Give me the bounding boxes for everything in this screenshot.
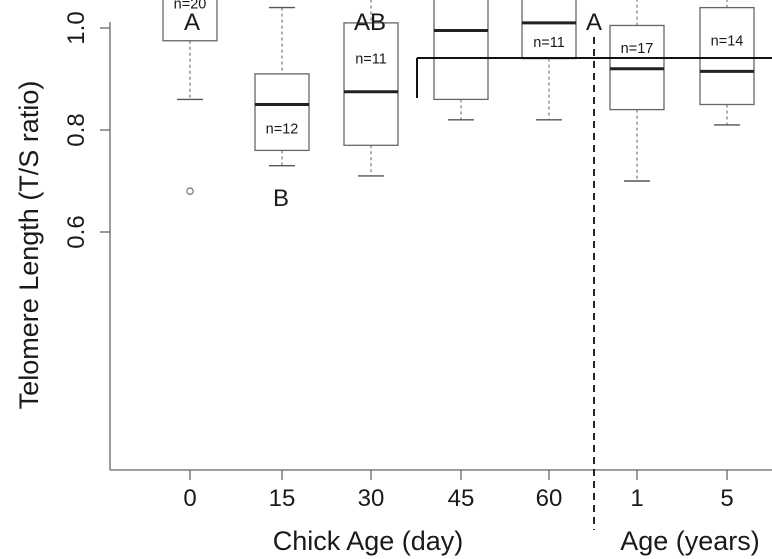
x-axis-title-adult: Age (years): [620, 526, 760, 556]
x-tick-label: 45: [448, 485, 475, 512]
n-label: n=11: [533, 35, 565, 51]
significance-letter: A: [184, 9, 200, 36]
n-label: n=14: [711, 33, 744, 49]
box-0: n=20: [162, 0, 218, 196]
n-label: n=17: [621, 41, 654, 57]
box-iqr: [699, 6, 755, 106]
x-tick-label: 15: [269, 485, 296, 512]
x-tick-label: 60: [536, 485, 563, 512]
box-45: n=11: [433, 0, 489, 121]
box-15: n=12: [254, 6, 310, 167]
n-label: n=20: [174, 0, 207, 13]
y-tick-label: 1.0: [63, 11, 90, 44]
x-tick-label: 0: [183, 485, 196, 512]
y-tick-label: 0.6: [63, 215, 90, 248]
n-label: n=11: [355, 51, 387, 67]
box-iqr: [343, 22, 399, 146]
outlier-point: [186, 187, 194, 196]
box-iqr: [521, 0, 577, 60]
n-label: n=12: [266, 121, 299, 137]
significance-letter: AB: [354, 9, 386, 36]
x-tick-label: 1: [630, 485, 643, 512]
x-ticks: 0 15 30 45 60 1 5: [183, 470, 734, 512]
box-iqr: [162, 0, 218, 42]
n-label: n=11: [445, 0, 477, 1]
box-60: n=11: [521, 0, 577, 121]
box-30: n=11: [343, 0, 399, 177]
y-axis-title: Telomere Length (T/S ratio): [14, 81, 44, 410]
significance-bracket: [416, 57, 772, 98]
y-tick-label: 0.8: [63, 113, 90, 146]
significance-letter: B: [273, 185, 289, 212]
y-ticks: 0.60.81.01.21.4: [63, 11, 110, 249]
x-tick-label: 30: [358, 485, 385, 512]
axes: [109, 22, 772, 471]
x-tick-label: 5: [720, 485, 733, 512]
box-iqr: [254, 73, 310, 152]
box-5: n=14: [699, 0, 755, 126]
box-1: n=17: [609, 0, 665, 182]
significance-letter: A: [586, 9, 602, 36]
boxes: n=20 n=12 n=11 n=11 n=11 n=17 n=14: [162, 0, 755, 196]
box-iqr: [433, 0, 489, 101]
x-axis-title-chick: Chick Age (day): [273, 526, 464, 556]
